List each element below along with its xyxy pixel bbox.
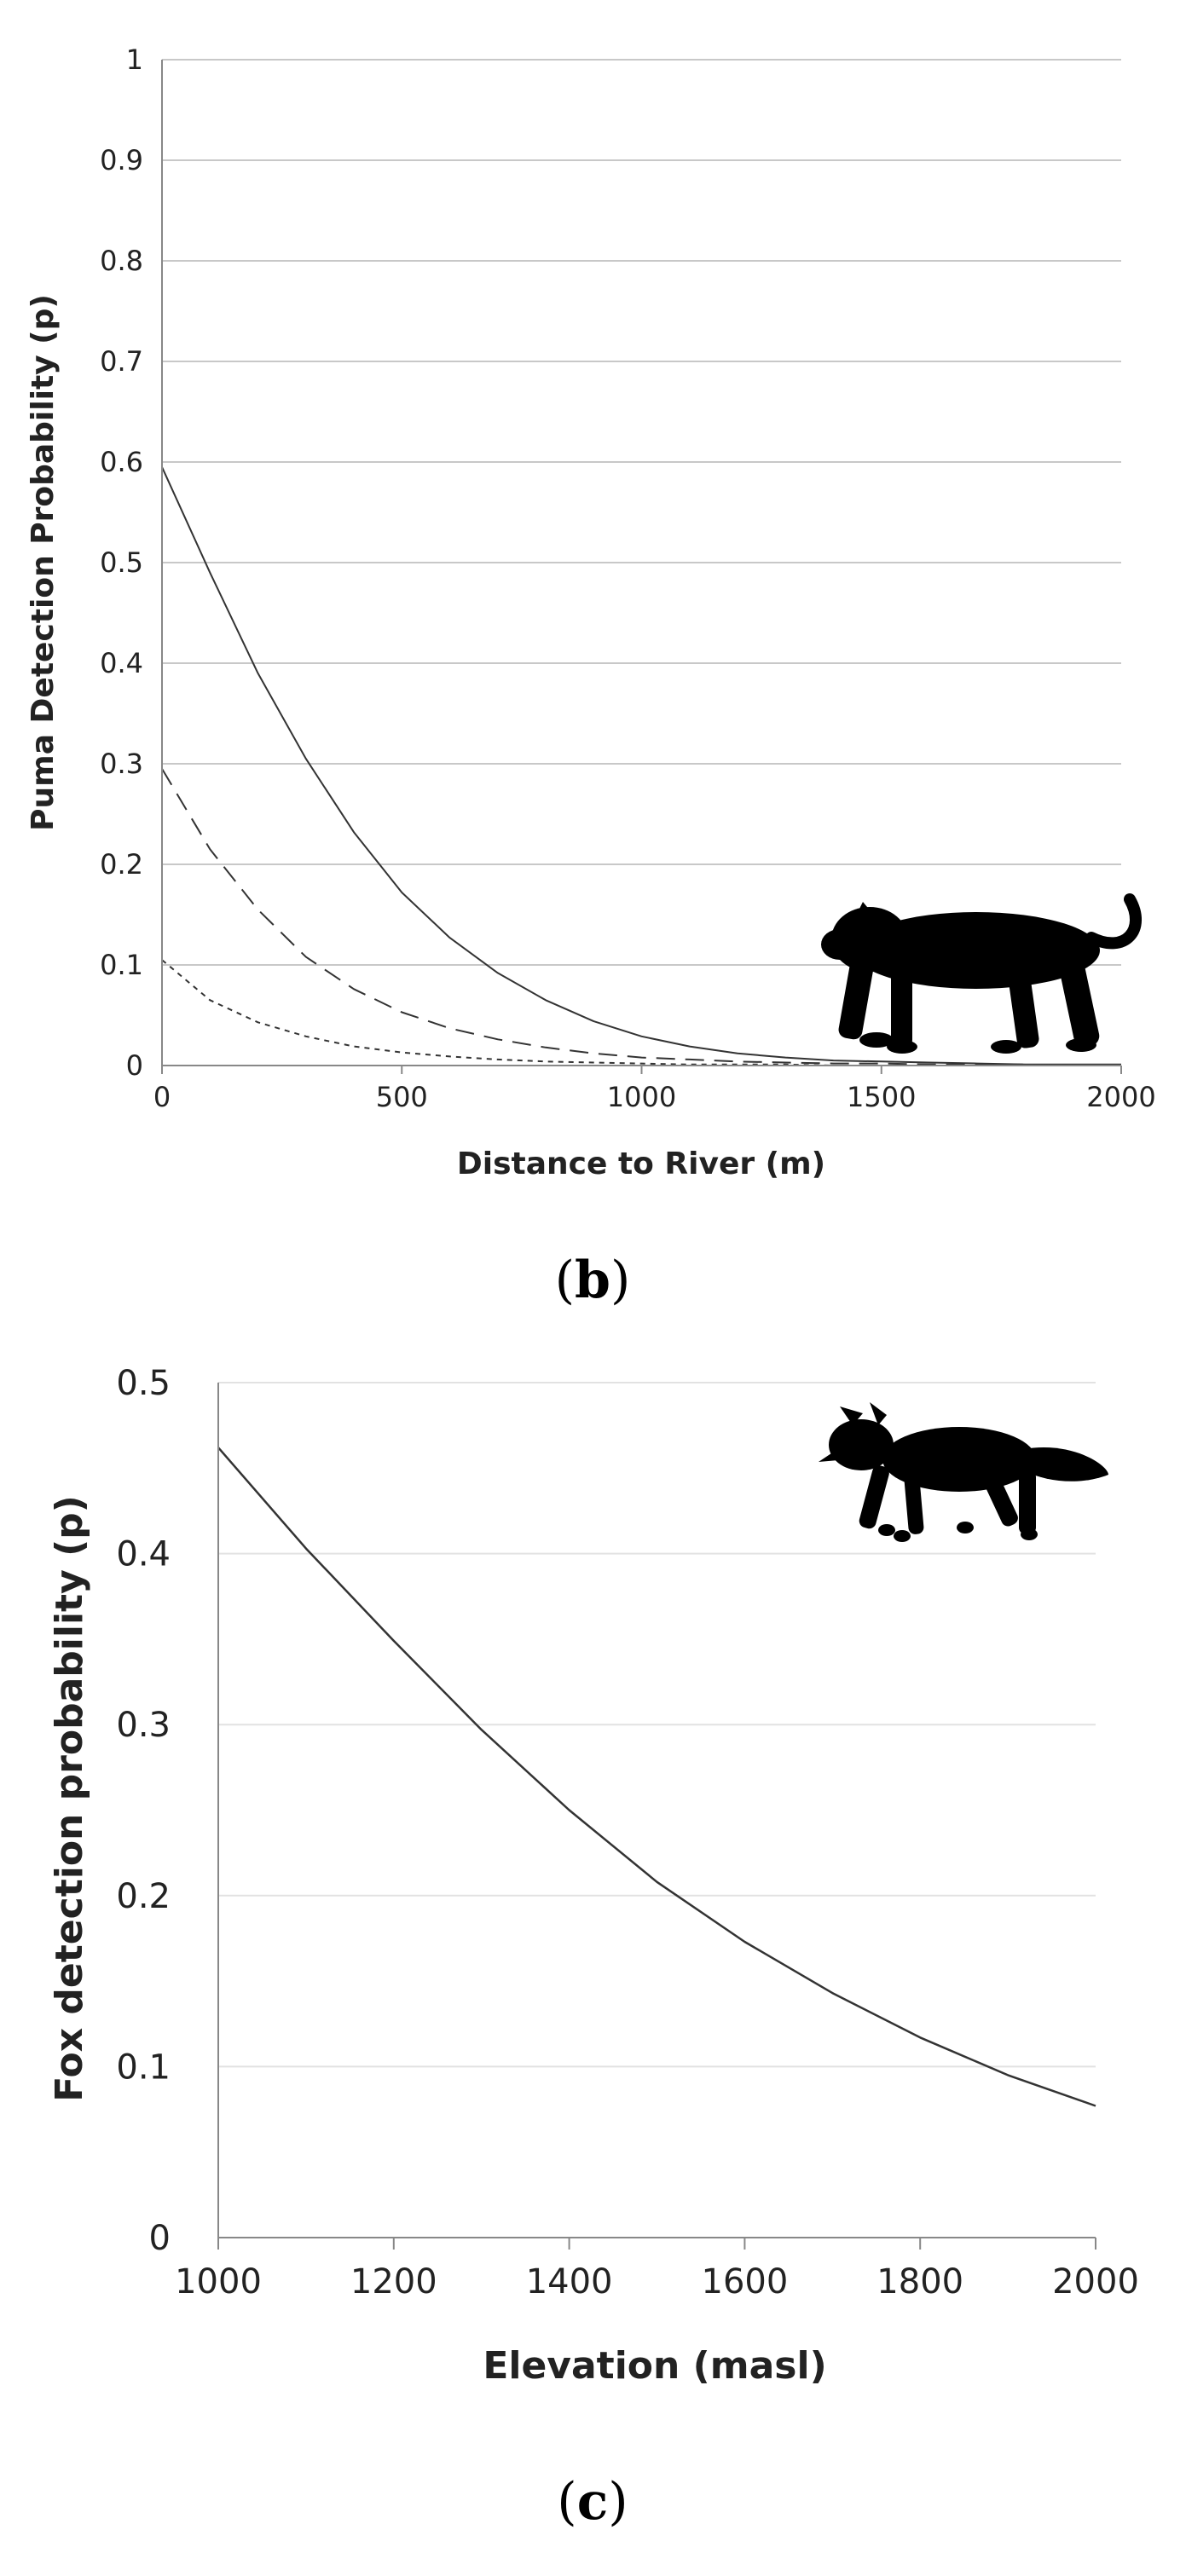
fox-y-tick-label: 0.1 [116,2048,171,2087]
puma-y-tick-label: 0.1 [100,949,143,981]
puma-y-tick-label: 0.3 [100,748,143,780]
puma-y-tick-label: 1 [126,43,143,76]
puma-y-axis-title: Puma Detection Probability (p) [26,294,61,831]
puma-y-tick-label: 0.2 [100,848,143,881]
panel-letter-c: c [577,2472,609,2532]
panel-label-b: (b) [555,1250,631,1310]
puma-gridlines [162,59,1121,966]
puma-x-tick-label: 2000 [1086,1081,1155,1113]
fox-chart: 0 0.1 0.2 0.3 0.4 0.5 1000 1200 1400 1600 1800 200… [48,1364,1139,2388]
fox-x-tick-label: 1600 [702,2262,789,2302]
fox-x-tick-label: 1000 [175,2262,262,2302]
fox-y-tick-label: 0.2 [116,1877,171,1916]
fox-x-tick-label: 1800 [876,2262,963,2302]
puma-y-tick-label: 0.9 [100,144,143,176]
puma-y-tick-label: 0.4 [100,647,143,679]
fox-silhouette-icon [819,1402,1108,1542]
puma-series-line-solid [161,466,1121,1066]
fox-y-tick-label: 0.4 [116,1535,171,1574]
puma-series-line-dashed [161,768,1121,1066]
puma-x-axis-title: Distance to River (m) [457,1146,825,1181]
fox-x-tick-marks [217,2238,1096,2250]
puma-x-tick-label: 1000 [607,1081,676,1113]
panel-label-c: (c) [557,2472,628,2532]
puma-chart: 0 0.1 0.2 0.3 0.4 0.5 0.6 0.7 0.8 0.9 1 0 500 1000 15… [26,43,1156,1181]
puma-y-tick-label: 0.6 [100,446,143,478]
fox-x-tick-label: 1400 [526,2262,613,2302]
puma-x-tick-label: 1500 [847,1081,916,1113]
fox-x-tick-labels: 1000 1200 1400 1600 1800 2000 [175,2262,1139,2302]
fox-y-tick-label: 0.3 [116,1706,171,1745]
fox-series [217,1447,1096,2107]
puma-x-tick-labels: 0 500 1000 1500 2000 [153,1081,1156,1113]
fox-gridlines [218,1382,1096,2068]
puma-y-tick-label: 0.8 [100,245,143,277]
fox-y-tick-label: 0.5 [116,1364,171,1403]
fox-y-axis-title: Fox detection probability (p) [48,1495,91,2102]
fox-x-tick-label: 2000 [1052,2262,1139,2302]
puma-silhouette-icon [821,893,1143,1054]
puma-x-tick-label: 500 [376,1081,428,1113]
puma-x-tick-marks [161,1066,1122,1074]
puma-y-tick-label: 0.7 [100,345,143,378]
puma-y-tick-label: 0.5 [100,546,143,579]
puma-y-tick-labels: 0 0.1 0.2 0.3 0.4 0.5 0.6 0.7 0.8 0.9 1 [100,43,143,1082]
puma-y-tick-label: 0 [126,1049,143,1082]
puma-x-tick-label: 0 [153,1081,171,1113]
panel-letter-b: b [575,1250,610,1310]
fox-y-tick-labels: 0 0.1 0.2 0.3 0.4 0.5 [116,1364,171,2258]
fox-x-tick-label: 1200 [350,2262,437,2302]
fox-y-tick-label: 0 [149,2219,171,2258]
fox-x-axis-title: Elevation (masl) [483,2344,826,2388]
fox-series-line-solid [217,1447,1096,2107]
